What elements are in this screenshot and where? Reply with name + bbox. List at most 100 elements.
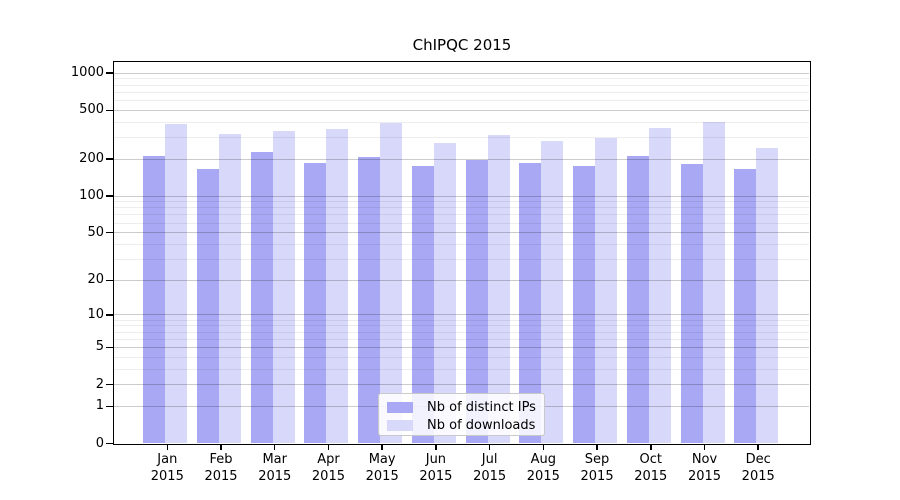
bar-downloads-dec — [756, 147, 779, 443]
major-gridline — [114, 109, 809, 111]
minor-gridline — [114, 201, 809, 203]
bar-downloads-jan — [165, 124, 188, 443]
legend-label-downloads: Nb of downloads — [427, 417, 536, 433]
bar-downloads-nov — [702, 121, 725, 443]
minor-gridline — [114, 368, 809, 370]
legend-item-downloads: Nb of downloads — [379, 416, 544, 434]
bar-ips-may — [358, 157, 381, 443]
y-tick-label: 10 — [87, 306, 104, 322]
x-tick-mark — [220, 444, 222, 450]
x-tick-mark — [596, 444, 598, 450]
minor-gridline — [114, 325, 809, 327]
bar-downloads-feb — [219, 134, 242, 443]
y-tick-label: 1 — [95, 398, 104, 414]
x-tick-label: Feb 2015 — [204, 452, 238, 484]
y-tick-mark — [106, 109, 113, 111]
y-tick-mark — [106, 72, 113, 74]
bar-ips-sep — [573, 165, 596, 443]
x-tick-label: Mar 2015 — [258, 452, 292, 484]
minor-gridline — [114, 331, 809, 333]
minor-gridline — [114, 84, 809, 86]
y-tick-label: 50 — [87, 224, 104, 240]
bar-downloads-jul — [487, 135, 510, 443]
bar-downloads-mar — [272, 131, 295, 443]
y-tick-mark — [106, 383, 113, 386]
x-tick-mark — [327, 444, 330, 450]
y-tick-mark — [106, 231, 113, 234]
major-gridline — [114, 346, 809, 348]
major-gridline — [114, 279, 809, 281]
minor-gridline — [114, 91, 809, 93]
minor-gridline — [114, 319, 809, 321]
bar-downloads-aug — [541, 140, 564, 443]
x-tick-mark — [488, 444, 491, 450]
x-tick-mark — [435, 444, 437, 450]
x-tick-mark — [703, 444, 706, 450]
minor-gridline — [114, 258, 809, 260]
major-gridline — [114, 72, 809, 74]
chart-title: ChIPQC 2015 — [412, 36, 512, 54]
major-gridline — [114, 158, 809, 160]
x-tick-label: Jan 2015 — [150, 452, 184, 484]
x-tick-label: Jun 2015 — [419, 452, 453, 484]
bar-ips-dec — [734, 168, 757, 443]
y-tick-mark — [106, 158, 113, 160]
x-tick-label: Apr 2015 — [311, 452, 345, 484]
bar-ips-mar — [250, 152, 273, 443]
minor-gridline — [114, 338, 809, 340]
x-tick-mark — [166, 444, 169, 450]
x-tick-mark — [542, 444, 545, 450]
y-tick-label: 1000 — [70, 65, 104, 81]
major-gridline — [114, 232, 809, 234]
minor-gridline — [114, 78, 809, 80]
legend-item-distinct-ips: Nb of distinct IPs — [379, 398, 544, 416]
bar-downloads-apr — [326, 128, 349, 443]
y-tick-mark — [106, 314, 113, 316]
x-tick-label: May 2015 — [365, 452, 399, 484]
minor-gridline — [114, 222, 809, 224]
minor-gridline — [114, 356, 809, 358]
y-tick-label: 500 — [79, 102, 104, 118]
x-tick-label: Dec 2015 — [741, 452, 775, 484]
y-tick-mark — [106, 195, 113, 197]
x-tick-label: Oct 2015 — [634, 452, 668, 484]
legend-label-distinct-ips: Nb of distinct IPs — [427, 399, 536, 415]
x-tick-label: Aug 2015 — [526, 452, 560, 484]
bar-ips-apr — [304, 162, 327, 443]
minor-gridline — [114, 207, 809, 209]
legend-swatch-downloads — [387, 419, 413, 431]
y-tick-mark — [106, 442, 113, 445]
y-tick-mark — [106, 405, 113, 408]
bar-downloads-may — [380, 123, 403, 443]
x-tick-mark — [381, 444, 383, 450]
bar-downloads-sep — [595, 137, 618, 443]
y-tick-mark — [106, 346, 113, 349]
x-tick-label: Jul 2015 — [473, 452, 507, 484]
bar-ips-jun — [411, 165, 434, 443]
x-tick-label: Sep 2015 — [580, 452, 614, 484]
plot-inner — [114, 62, 809, 443]
x-tick-mark — [273, 444, 276, 450]
y-tick-label: 0 — [95, 435, 104, 451]
x-tick-mark — [650, 444, 652, 450]
bar-ips-oct — [626, 156, 649, 443]
bar-ips-aug — [519, 162, 542, 443]
x-tick-mark — [757, 444, 759, 450]
x-tick-label: Nov 2015 — [687, 452, 722, 484]
y-tick-label: 100 — [79, 188, 104, 204]
minor-gridline — [114, 243, 809, 245]
y-tick-label: 200 — [79, 151, 104, 167]
bar-ips-jan — [143, 156, 166, 443]
bar-ips-feb — [197, 168, 220, 443]
minor-gridline — [114, 99, 809, 101]
legend-swatch-distinct-ips — [387, 401, 413, 413]
bar-downloads-jun — [433, 142, 456, 443]
bar-downloads-oct — [648, 128, 671, 443]
bar-ips-jul — [465, 160, 488, 443]
bar-ips-nov — [680, 164, 703, 443]
minor-gridline — [114, 121, 809, 123]
minor-gridline — [114, 214, 809, 216]
major-gridline — [114, 195, 809, 197]
plot-area — [113, 61, 811, 445]
